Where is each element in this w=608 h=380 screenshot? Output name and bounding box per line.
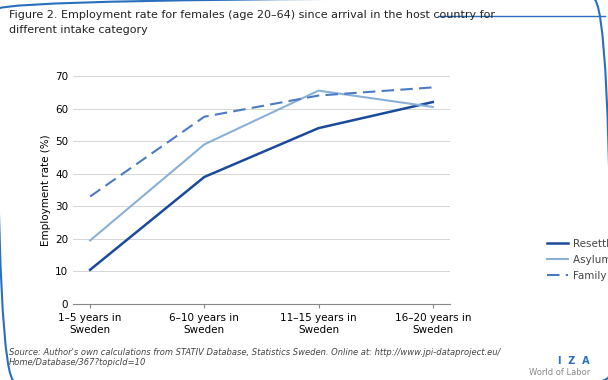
Text: Source: Author's own calculations from STATIV Database, Statistics Sweden. Onlin: Source: Author's own calculations from S… <box>9 348 500 367</box>
Text: different intake category: different intake category <box>9 25 148 35</box>
Text: World of Labor: World of Labor <box>528 368 590 377</box>
Text: Figure 2. Employment rate for females (age 20–64) since arrival in the host coun: Figure 2. Employment rate for females (a… <box>9 10 495 19</box>
Legend: Resettled refugees, Asylum refugees, Family reunion: Resettled refugees, Asylum refugees, Fam… <box>547 239 608 280</box>
Text: I  Z  A: I Z A <box>558 356 590 366</box>
Y-axis label: Employment rate (%): Employment rate (%) <box>41 134 51 246</box>
